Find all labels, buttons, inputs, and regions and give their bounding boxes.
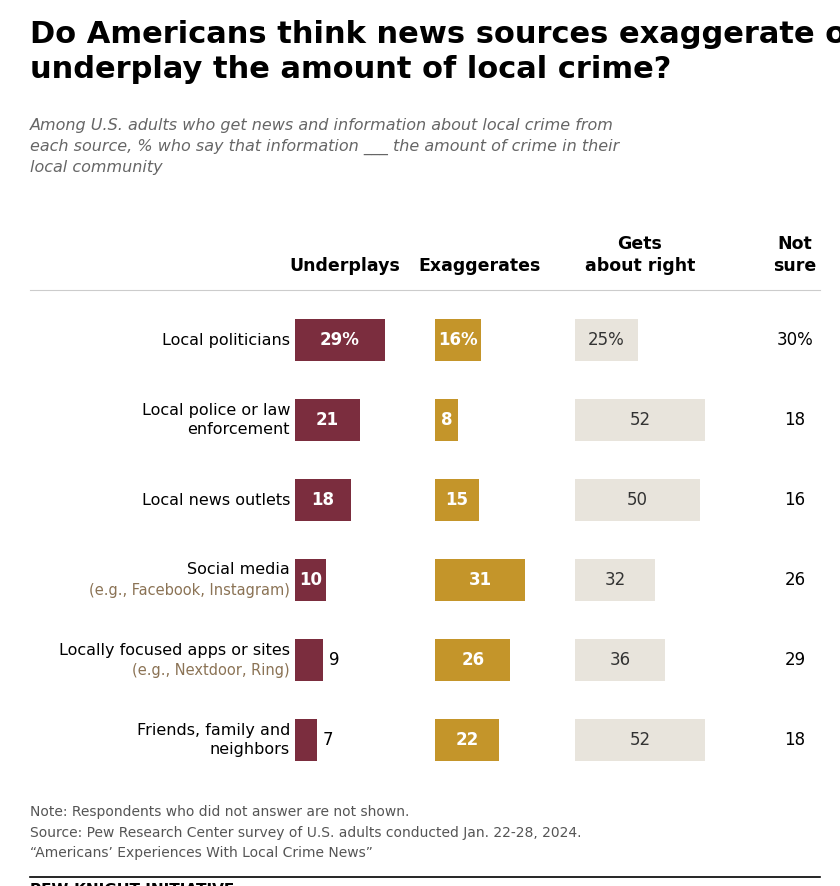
Text: Friends, family and
neighbors: Friends, family and neighbors <box>137 723 290 758</box>
Text: 50: 50 <box>627 491 648 509</box>
Text: 30%: 30% <box>777 331 813 349</box>
Text: 16%: 16% <box>438 331 478 349</box>
Text: 29%: 29% <box>320 331 360 349</box>
Text: 7: 7 <box>323 731 333 749</box>
Text: 32: 32 <box>604 571 626 589</box>
Text: Not
sure: Not sure <box>774 235 816 275</box>
Text: (e.g., Facebook, Instagram): (e.g., Facebook, Instagram) <box>89 582 290 597</box>
Text: 16: 16 <box>785 491 806 509</box>
Text: 26: 26 <box>461 651 485 669</box>
Text: 21: 21 <box>316 411 339 429</box>
Bar <box>295 399 360 441</box>
Text: Social media: Social media <box>187 563 290 578</box>
Bar <box>435 719 499 761</box>
Text: 26: 26 <box>785 571 806 589</box>
Text: Among U.S. adults who get news and information about local crime from
each sourc: Among U.S. adults who get news and infor… <box>30 118 619 175</box>
Bar <box>575 479 700 521</box>
Text: 8: 8 <box>441 411 453 429</box>
Bar <box>295 639 323 681</box>
Text: 31: 31 <box>469 571 491 589</box>
Text: 18: 18 <box>785 731 806 749</box>
Text: 52: 52 <box>629 731 650 749</box>
Text: 10: 10 <box>299 571 322 589</box>
Text: 9: 9 <box>329 651 339 669</box>
Bar <box>295 559 326 601</box>
Bar <box>435 559 525 601</box>
Bar <box>295 479 351 521</box>
Text: Note: Respondents who did not answer are not shown.
Source: Pew Research Center : Note: Respondents who did not answer are… <box>30 805 581 860</box>
Text: Gets
about right: Gets about right <box>585 235 696 275</box>
Bar <box>575 719 705 761</box>
Bar <box>435 319 481 361</box>
Bar <box>575 399 705 441</box>
Bar <box>295 319 385 361</box>
Bar <box>575 319 638 361</box>
Text: 18: 18 <box>785 411 806 429</box>
Bar <box>575 559 655 601</box>
Text: 25%: 25% <box>588 331 625 349</box>
Bar <box>435 639 511 681</box>
Text: 22: 22 <box>455 731 479 749</box>
Text: 52: 52 <box>629 411 650 429</box>
Bar <box>435 399 459 441</box>
Text: 18: 18 <box>312 491 334 509</box>
Text: 15: 15 <box>445 491 468 509</box>
Text: Locally focused apps or sites: Locally focused apps or sites <box>59 642 290 657</box>
Bar <box>435 479 479 521</box>
Text: Local police or law
enforcement: Local police or law enforcement <box>141 402 290 438</box>
Text: Local news outlets: Local news outlets <box>142 493 290 508</box>
Text: 29: 29 <box>785 651 806 669</box>
Text: Do Americans think news sources exaggerate or
underplay the amount of local crim: Do Americans think news sources exaggera… <box>30 20 840 84</box>
Text: 36: 36 <box>610 651 631 669</box>
Text: (e.g., Nextdoor, Ring): (e.g., Nextdoor, Ring) <box>133 663 290 678</box>
Text: Underplays: Underplays <box>290 257 401 275</box>
Bar <box>575 639 665 681</box>
Text: PEW-KNIGHT INITIATIVE: PEW-KNIGHT INITIATIVE <box>30 883 234 886</box>
Bar <box>295 719 317 761</box>
Text: Exaggerates: Exaggerates <box>419 257 541 275</box>
Text: Local politicians: Local politicians <box>162 332 290 347</box>
